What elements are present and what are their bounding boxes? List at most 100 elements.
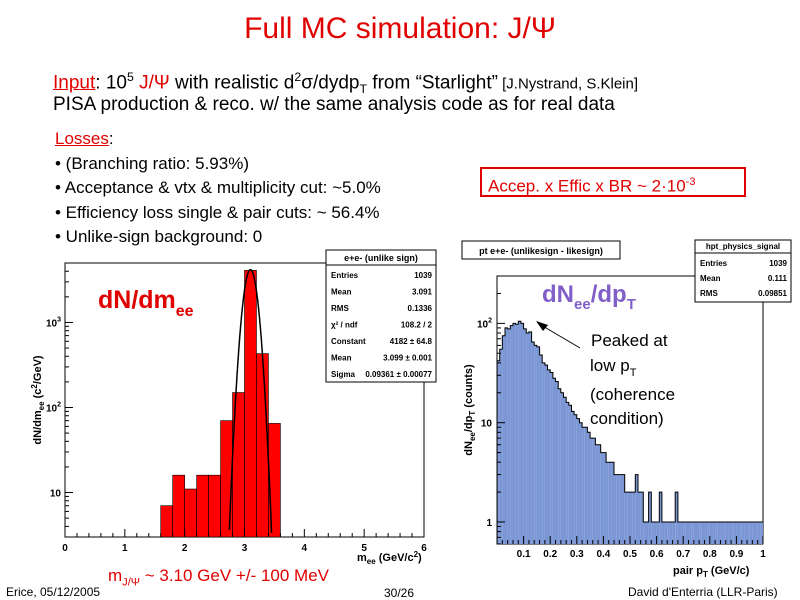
input-text-4: from “Starlight” (367, 72, 498, 94)
pt-chart-title: pt e+e- (unlikesign - likesign) (479, 246, 603, 256)
pt-stats-key: Entries (700, 259, 728, 268)
pt-bar (560, 392, 564, 544)
pt-bar (518, 321, 521, 544)
pt-bar (688, 521, 692, 544)
pt-bar (515, 324, 519, 544)
pt-x-tick-label: 0.8 (703, 549, 717, 560)
pt-bar (661, 521, 665, 544)
pt-y-tick-label: 102 (477, 317, 492, 330)
pt-bar (696, 521, 700, 544)
annotation-line-2: low pT (590, 356, 637, 379)
mass-y-tick-label: 103 (46, 316, 61, 329)
pt-overlay-label: dNee/dpT (542, 281, 636, 313)
pt-bar (669, 521, 673, 544)
pt-bar (757, 521, 761, 544)
pt-bar (624, 492, 628, 544)
input-label: Input (53, 72, 96, 94)
mass-stats-value: 0.09361 ± 0.00077 (365, 370, 432, 379)
pt-bar (747, 521, 750, 544)
pt-bar (534, 345, 537, 544)
mass-stats-value: 108.2 / 2 (401, 321, 433, 330)
mass-stats-key: Entries (331, 271, 359, 280)
mass-stats-key: Mean (331, 288, 352, 297)
pt-bar (635, 474, 638, 544)
pt-bar (632, 492, 636, 544)
pt-bar (555, 381, 559, 544)
footer-page: 30/26 (384, 586, 415, 600)
pt-x-tick-label: 0.4 (596, 549, 610, 560)
pt-y-tick-label: 10 (481, 419, 493, 430)
mass-x-tick-label: 2 (182, 543, 188, 554)
pt-bar (520, 323, 524, 544)
pt-bar (550, 372, 553, 544)
pt-bar (542, 362, 545, 544)
mass-bar (244, 270, 257, 538)
pt-bar (731, 521, 734, 544)
pt-title-box (461, 240, 621, 260)
input-text-2: with realistic d (169, 72, 295, 94)
pt-bar (664, 521, 668, 544)
losses-block: Losses: • (Branching ratio: 5.93%) • Acc… (55, 127, 381, 250)
mass-x-tick-label: 0 (62, 543, 68, 554)
pt-bar (576, 418, 580, 544)
input-line: Input: 105 J/Ψ with realistic d2σ/dydpT … (53, 70, 638, 96)
input-text-1: 10 (100, 72, 127, 94)
input-d2: 2 (294, 70, 302, 84)
annotation-line-1: Peaked at (591, 331, 668, 350)
pt-bar (659, 492, 662, 544)
pt-bar (499, 349, 503, 544)
input-text-3: /dydp (313, 72, 360, 94)
input-reference: [J.Nystrand, S.Klein] (497, 75, 639, 93)
pt-bar (707, 521, 710, 544)
pt-y-axis-label: dNee/dpT (counts) (463, 364, 477, 456)
pt-x-tick-label: 0.2 (543, 549, 557, 560)
mass-stats-rows: Entries 1039 Mean 3.091 RMS 0.1336 χ² / ndf 108… (331, 271, 433, 379)
pt-bar (715, 521, 718, 544)
mass-y-ticks: 10 102 103 (46, 262, 73, 538)
mass-bar (220, 420, 233, 538)
pt-bar (595, 444, 599, 544)
pt-bar (637, 492, 641, 544)
pt-bar (752, 521, 756, 544)
pt-bar (723, 521, 726, 544)
mass-bar (160, 505, 174, 538)
pt-y-tick-label: 1 (486, 518, 492, 529)
mass-stats-box (325, 249, 437, 383)
pt-bar (725, 521, 729, 544)
pt-bar (608, 462, 612, 544)
pt-bar (755, 521, 758, 544)
pt-bar (600, 452, 604, 544)
pt-bar (667, 521, 670, 544)
pt-x-axis-label: pair pT (GeV/c) (673, 565, 750, 579)
pt-bar (739, 521, 742, 544)
pt-stats-box (694, 239, 792, 303)
input-jpsi: J/Ψ (133, 72, 170, 94)
pt-bar (653, 521, 657, 544)
pt-x-tick-label: 0.6 (650, 549, 664, 560)
pt-x-ticks: 0.1 0.2 0.3 0.4 0.5 0.6 0.7 0.8 0.9 1 (501, 536, 766, 560)
pt-stats-value: 0.09851 (758, 289, 787, 298)
pt-stats-key: Mean (700, 274, 721, 283)
pt-bar (616, 474, 620, 544)
pt-x-tick-label: 1 (760, 549, 766, 560)
loss-item: • Efficiency loss single & pair cuts: ~ … (55, 202, 380, 222)
pt-x-tick-label: 0.5 (623, 549, 637, 560)
mass-bar (268, 423, 281, 538)
pt-bar (528, 331, 532, 544)
mass-result-text: mJ/Ψ ~ 3.10 GeV +/- 100 MeV (108, 566, 330, 589)
pt-bar (592, 438, 596, 544)
acceptance-text: Accep. x Effic x BR ~ 2 (488, 176, 662, 196)
pt-histogram-outline (496, 320, 763, 544)
mass-x-tick-label: 4 (302, 543, 308, 554)
annotation-line-4: condition) (590, 409, 664, 428)
pt-x-tick-label: 0.7 (676, 549, 690, 560)
acceptance-box: Accep. x Effic x BR ~ 2·10-3 (480, 167, 746, 197)
pt-bar (502, 335, 505, 544)
pt-bar (547, 369, 551, 544)
footer-author: David d'Enterria (LLR-Paris) (628, 585, 778, 599)
pt-bar (701, 521, 705, 544)
mass-stats-title: e+e- (unlike sign) (344, 253, 418, 263)
mass-stats-value: 1039 (414, 271, 432, 280)
pt-bar (598, 444, 601, 544)
pt-bar (717, 521, 721, 544)
